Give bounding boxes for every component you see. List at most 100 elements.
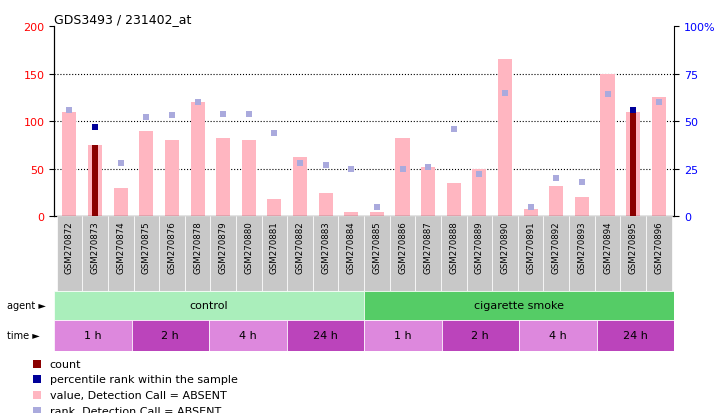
Text: count: count — [50, 359, 81, 369]
Bar — [652, 98, 665, 217]
Text: time ►: time ► — [7, 330, 40, 341]
Bar — [92, 145, 98, 217]
Bar — [185, 217, 211, 291]
Text: GSM270887: GSM270887 — [424, 221, 433, 273]
Text: GSM270888: GSM270888 — [449, 221, 459, 273]
Bar — [364, 217, 390, 291]
Bar — [211, 217, 236, 291]
Bar — [344, 212, 358, 217]
Text: 4 h: 4 h — [239, 330, 257, 341]
Bar — [190, 103, 205, 217]
Text: rank, Detection Call = ABSENT: rank, Detection Call = ABSENT — [50, 406, 221, 413]
Bar — [626, 112, 640, 217]
Bar — [242, 141, 256, 217]
Bar — [54, 291, 364, 320]
Bar — [262, 217, 287, 291]
Bar — [601, 74, 614, 217]
Text: 4 h: 4 h — [549, 330, 567, 341]
Bar — [63, 112, 76, 217]
Bar — [286, 320, 364, 351]
Bar — [82, 217, 108, 291]
Bar — [114, 188, 128, 217]
Text: GSM270886: GSM270886 — [398, 221, 407, 273]
Text: GSM270880: GSM270880 — [244, 221, 253, 273]
Bar — [364, 320, 441, 351]
Text: GSM270876: GSM270876 — [167, 221, 177, 273]
Text: GSM270892: GSM270892 — [552, 221, 561, 273]
Text: 2 h: 2 h — [472, 330, 490, 341]
Bar — [596, 320, 674, 351]
Text: GSM270874: GSM270874 — [116, 221, 125, 273]
Bar — [236, 217, 262, 291]
Text: GSM270883: GSM270883 — [321, 221, 330, 273]
Text: GSM270895: GSM270895 — [629, 221, 637, 273]
Bar — [549, 186, 563, 217]
Bar — [472, 169, 487, 217]
Bar — [364, 291, 674, 320]
Bar — [492, 217, 518, 291]
Text: GSM270896: GSM270896 — [654, 221, 663, 273]
Bar — [338, 217, 364, 291]
Text: GDS3493 / 231402_at: GDS3493 / 231402_at — [54, 13, 192, 26]
Text: 1 h: 1 h — [84, 330, 102, 341]
Bar — [159, 217, 185, 291]
Bar — [88, 145, 102, 217]
Bar — [441, 320, 519, 351]
Bar — [293, 158, 307, 217]
Text: percentile rank within the sample: percentile rank within the sample — [50, 374, 237, 384]
Text: 2 h: 2 h — [162, 330, 180, 341]
Text: GSM270884: GSM270884 — [347, 221, 355, 273]
Bar — [54, 320, 131, 351]
Bar — [313, 217, 338, 291]
Text: GSM270879: GSM270879 — [218, 221, 228, 273]
Bar — [57, 217, 82, 291]
Bar — [209, 320, 286, 351]
Bar — [569, 217, 595, 291]
Bar — [131, 320, 209, 351]
Bar — [441, 217, 466, 291]
Bar — [466, 217, 492, 291]
Text: GSM270889: GSM270889 — [475, 221, 484, 273]
Bar — [498, 60, 512, 217]
Bar — [415, 217, 441, 291]
Text: GSM270881: GSM270881 — [270, 221, 279, 273]
Text: 24 h: 24 h — [623, 330, 648, 341]
Bar — [575, 198, 589, 217]
Bar — [216, 139, 230, 217]
Text: value, Detection Call = ABSENT: value, Detection Call = ABSENT — [50, 390, 226, 400]
Bar — [518, 217, 544, 291]
Text: GSM270882: GSM270882 — [296, 221, 304, 273]
Bar — [287, 217, 313, 291]
Text: GSM270873: GSM270873 — [91, 221, 99, 273]
Text: cigarette smoke: cigarette smoke — [474, 301, 564, 311]
Bar — [544, 217, 569, 291]
Text: 1 h: 1 h — [394, 330, 412, 341]
Bar — [519, 320, 597, 351]
Bar — [139, 131, 154, 217]
Text: GSM270890: GSM270890 — [500, 221, 510, 273]
Bar — [390, 217, 415, 291]
Text: control: control — [190, 301, 229, 311]
Bar — [421, 167, 435, 217]
Bar — [165, 141, 179, 217]
Bar — [267, 200, 281, 217]
Text: GSM270872: GSM270872 — [65, 221, 74, 273]
Text: GSM270893: GSM270893 — [578, 221, 586, 273]
Text: GSM270894: GSM270894 — [603, 221, 612, 273]
Text: agent ►: agent ► — [7, 301, 46, 311]
Text: GSM270885: GSM270885 — [373, 221, 381, 273]
Bar — [447, 183, 461, 217]
Bar — [630, 112, 636, 217]
Bar — [595, 217, 620, 291]
Bar — [396, 139, 410, 217]
Text: GSM270891: GSM270891 — [526, 221, 535, 273]
Bar — [620, 217, 646, 291]
Bar — [370, 212, 384, 217]
Text: GSM270875: GSM270875 — [142, 221, 151, 273]
Text: GSM270878: GSM270878 — [193, 221, 202, 273]
Bar — [646, 217, 671, 291]
Bar — [108, 217, 133, 291]
Bar — [319, 193, 332, 217]
Bar — [523, 209, 538, 217]
Bar — [133, 217, 159, 291]
